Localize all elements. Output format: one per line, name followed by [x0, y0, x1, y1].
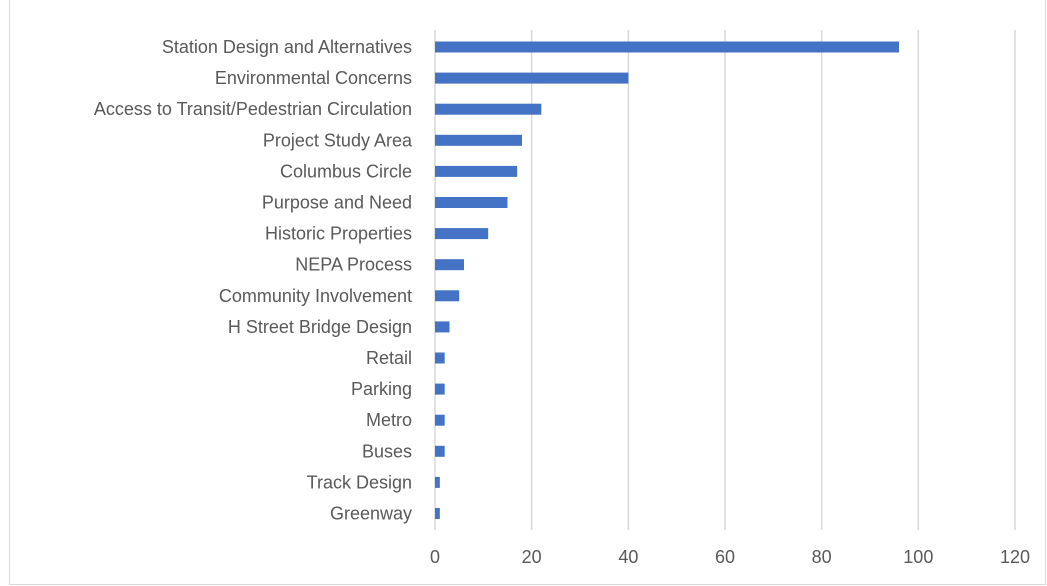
x-tick-label: 0 — [430, 547, 440, 567]
x-tick-label: 40 — [618, 547, 638, 567]
category-label: Project Study Area — [263, 130, 413, 150]
bar — [435, 290, 460, 302]
bar — [435, 103, 542, 115]
category-label: H Street Bridge Design — [228, 317, 412, 337]
bar — [435, 414, 445, 426]
bar — [435, 228, 489, 240]
x-tick-label: 120 — [1000, 547, 1030, 567]
category-label: Metro — [366, 410, 412, 430]
bar — [435, 476, 440, 488]
category-label: Station Design and Alternatives — [162, 37, 412, 57]
category-label: Greenway — [330, 504, 412, 524]
bar-series — [435, 41, 899, 519]
bar — [435, 72, 629, 84]
bar — [435, 259, 464, 271]
x-tick-label: 20 — [522, 547, 542, 567]
x-tick-label: 60 — [715, 547, 735, 567]
bar — [435, 352, 445, 364]
category-label: Retail — [366, 348, 412, 368]
category-labels: Station Design and Alternatives Environme… — [94, 37, 413, 524]
bar — [435, 197, 508, 208]
category-label: Columbus Circle — [280, 161, 412, 181]
category-label: Community Involvement — [219, 286, 412, 306]
bar — [435, 445, 445, 457]
chart-frame — [9, 0, 1046, 585]
bar — [435, 134, 522, 146]
x-tick-label: 80 — [812, 547, 832, 567]
x-tick-labels: 0 20 40 60 80 100 120 — [430, 547, 1030, 567]
bar — [435, 383, 445, 395]
category-label: Track Design — [307, 472, 412, 492]
category-label: NEPA Process — [295, 255, 412, 275]
category-label: Historic Properties — [265, 224, 412, 244]
category-label: Purpose and Need — [262, 193, 412, 213]
category-label: Environmental Concerns — [215, 68, 412, 88]
category-label: Parking — [351, 379, 412, 399]
bar — [435, 508, 440, 519]
bar — [435, 165, 518, 177]
x-tick-label: 100 — [903, 547, 933, 567]
category-label: Access to Transit/Pedestrian Circulation — [94, 99, 412, 119]
bar — [435, 321, 450, 333]
bar — [435, 41, 899, 53]
category-label: Buses — [362, 441, 412, 461]
